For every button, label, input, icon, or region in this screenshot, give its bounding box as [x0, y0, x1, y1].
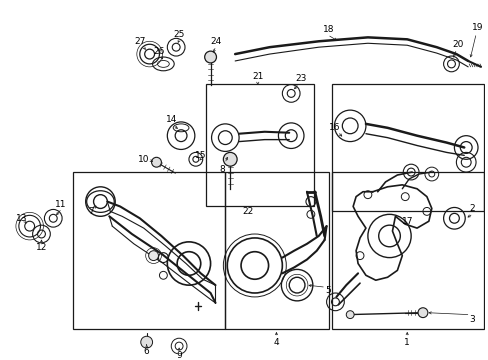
Circle shape [417, 308, 427, 318]
Text: 15: 15 [195, 151, 206, 160]
Text: 27: 27 [134, 37, 145, 46]
Text: 7: 7 [87, 207, 93, 216]
Bar [205, 84, 313, 207]
Circle shape [148, 251, 158, 261]
Text: 16: 16 [328, 123, 340, 132]
Text: 25: 25 [173, 30, 184, 39]
Text: 3: 3 [468, 315, 474, 324]
Bar [331, 84, 483, 211]
Text: 20: 20 [452, 40, 463, 49]
Text: 24: 24 [210, 37, 222, 46]
Text: 14: 14 [165, 116, 177, 125]
Circle shape [151, 157, 161, 167]
Text: 23: 23 [295, 74, 306, 83]
Bar [331, 172, 483, 329]
Text: 5: 5 [325, 285, 331, 294]
Circle shape [204, 51, 216, 63]
Circle shape [223, 152, 237, 166]
Text: 18: 18 [322, 25, 334, 34]
Text: 13: 13 [16, 214, 27, 223]
Bar [73, 172, 225, 329]
Text: 11: 11 [55, 200, 67, 209]
Circle shape [346, 311, 353, 319]
Text: 22: 22 [242, 207, 253, 216]
Text: 1: 1 [404, 338, 409, 347]
Text: 8: 8 [219, 165, 225, 174]
Text: 17: 17 [401, 217, 412, 226]
Text: 4: 4 [273, 338, 279, 347]
Circle shape [141, 336, 152, 348]
Text: 12: 12 [36, 243, 47, 252]
Text: 6: 6 [143, 347, 149, 356]
Text: 21: 21 [252, 72, 263, 81]
Text: 26: 26 [153, 47, 165, 56]
Text: 19: 19 [471, 23, 483, 32]
Bar [225, 172, 328, 329]
Text: 9: 9 [176, 351, 182, 360]
Text: 10: 10 [138, 155, 149, 164]
Text: 2: 2 [468, 204, 474, 213]
